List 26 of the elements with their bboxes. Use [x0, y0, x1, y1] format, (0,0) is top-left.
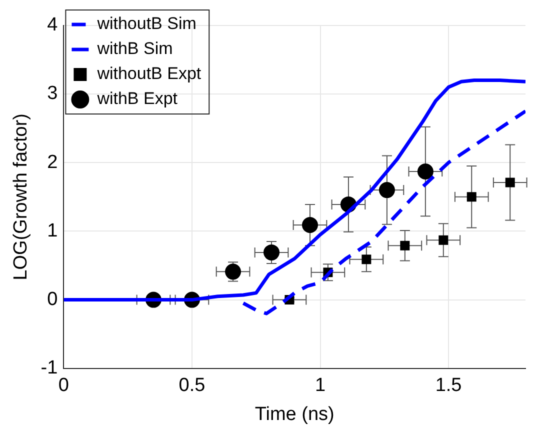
y-tick-label: 3: [47, 83, 58, 104]
legend-label: withB Sim: [96, 39, 173, 58]
point: [378, 182, 395, 198]
x-tick-label: 1: [314, 375, 326, 396]
point: [400, 240, 410, 250]
y-tick-label: 0: [47, 289, 58, 310]
legend-label: withoutB Expt: [96, 64, 202, 84]
y-tick-label: 4: [47, 14, 58, 36]
x-tick-label: 0.5: [178, 375, 206, 396]
x-axis-title: Time (ns): [254, 404, 334, 425]
line-series: [242, 109, 526, 316]
point: [417, 164, 434, 180]
point: [225, 264, 242, 280]
point: [466, 192, 476, 202]
point: [302, 217, 318, 234]
x-tick-label: 1.5: [435, 375, 462, 396]
point: [362, 254, 372, 264]
legend-label: withoutB Sim: [96, 14, 196, 34]
point: [264, 244, 280, 260]
y-tick-label: 1: [47, 220, 58, 242]
point: [438, 235, 448, 245]
legend-label: withB Expt: [96, 89, 178, 108]
point: [505, 178, 515, 188]
y-tick-label: -1: [40, 358, 58, 379]
y-tick-label: 2: [47, 152, 58, 173]
y-axis-title: LOG(Growth factor): [10, 113, 32, 280]
